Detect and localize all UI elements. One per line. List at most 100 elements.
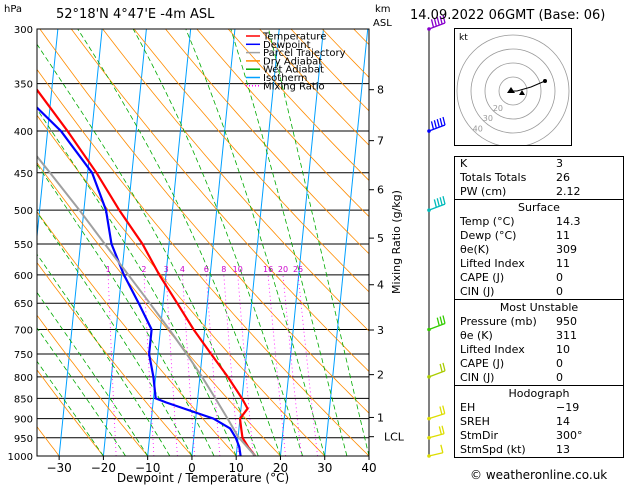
km-tick-label: 3 (377, 324, 384, 337)
tt-row: Totals Totals 26 (455, 171, 623, 185)
km-tick-label: 5 (377, 232, 384, 245)
wind-barb-flag (439, 316, 443, 325)
wind-barb-flag (436, 317, 440, 326)
mixing-ratio-label: 4 (180, 265, 185, 274)
series-line-parcel-trajectory (37, 154, 256, 456)
km-tick-label: 1 (377, 411, 384, 424)
legend-entry-label: Mixing Ratio (263, 81, 325, 92)
surface-row: CIN (J) 0 (455, 285, 623, 299)
wind-barb (427, 196, 446, 212)
dry-adiabat-line (70, 29, 369, 373)
most-unstable-row-label: CAPE (J) (460, 357, 505, 370)
k-label: K (460, 157, 468, 170)
pressure-tick-label: 800 (14, 373, 33, 384)
hodograph: kt 20 30 40 (454, 28, 572, 148)
surface-section: Surface Temp (°C) 14.3 Dewp (°C) 11 θe(K) 309… (454, 199, 624, 300)
hodograph-table-row-value: 300° (556, 429, 583, 442)
x-tick-label: 10 (229, 461, 244, 475)
chart-profiles (37, 88, 257, 456)
credit-text: © weatheronline.co.uk (470, 468, 608, 482)
k-value: 3 (556, 157, 563, 170)
wind-barb-flag (439, 117, 443, 127)
pw-value: 2.12 (556, 185, 581, 198)
hodograph-table-section: Hodograph EH −19 SREH 14 StmDir 300° StmSpd (k… (454, 386, 624, 457)
hodograph-table-row: StmDir 300° (455, 429, 623, 443)
surface-row: Temp (°C) 14.3 (455, 215, 623, 229)
surface-row: CAPE (J) 0 (455, 271, 623, 285)
x-axis-label: Dewpoint / Temperature (°C) (117, 471, 289, 485)
x-tick-label: 40 (361, 461, 376, 475)
surface-title: Surface (518, 201, 560, 214)
mixing-ratio-label: 3 (164, 265, 169, 274)
isotherm-line (102, 29, 147, 456)
wind-barb (427, 362, 446, 379)
legend-entry-label: Wet Adiabat (263, 65, 324, 76)
km-tick-label: 8 (377, 84, 384, 97)
most-unstable-row-value: 0 (556, 357, 563, 370)
wet-adiabat-line (37, 211, 193, 456)
most-unstable-row: CIN (J) 0 (455, 371, 623, 385)
mixing-ratio-label: 6 (204, 265, 209, 274)
most-unstable-row-label: Lifted Index (460, 343, 525, 356)
most-unstable-row-label: θe (K) (460, 329, 493, 342)
wet-adiabat-line (77, 29, 281, 456)
surface-row-value: 0 (556, 271, 563, 284)
wind-barb-flag (433, 199, 437, 208)
dry-adiabat-line (39, 29, 369, 414)
storm-motion-marker (507, 87, 515, 93)
wet-adiabat-line (185, 29, 326, 456)
most-unstable-row: CAPE (J) 0 (455, 357, 623, 371)
hodograph-table-row-label: EH (460, 401, 476, 414)
mixing-ratio-line (267, 274, 286, 456)
hodograph-table-title: Hodograph (508, 387, 570, 400)
wind-barb-flag (430, 19, 435, 28)
hodograph-table-row-value: 13 (556, 443, 570, 456)
pressure-tick-label: 400 (14, 127, 33, 138)
surface-row-value: 309 (556, 243, 577, 256)
isotherm-line (324, 29, 369, 456)
wind-barb-base (427, 375, 431, 379)
mixing-ratio-line (223, 274, 239, 456)
isotherm-line (191, 29, 236, 456)
series-line-temperature (37, 88, 257, 456)
hpa-label: hPa (4, 4, 22, 15)
most-unstable-row-value: 10 (556, 343, 570, 356)
wind-barb-flag (440, 444, 444, 453)
wet-adiabat-line (132, 29, 303, 456)
tt-label: Totals Totals (460, 171, 527, 184)
km-tick-label: 6 (377, 184, 384, 197)
wind-barb-flag (436, 119, 440, 128)
most-unstable-row: θe (K) 311 (455, 329, 623, 343)
legend-entry-label: Temperature (262, 32, 326, 43)
surface-row-label: Temp (°C) (460, 215, 515, 228)
mixing-ratio-label: 1 (106, 265, 111, 274)
mixing-ratio-line (182, 274, 196, 456)
dry-adiabat-line (37, 114, 325, 456)
mean-wind-marker (519, 90, 525, 95)
most-unstable-section: Most Unstable Pressure (mb) 950 θe (K) 311 L… (454, 300, 624, 386)
hodograph-table-row-label: StmDir (460, 429, 499, 442)
wind-barb-flag (439, 15, 443, 25)
dry-adiabat-line (37, 68, 369, 456)
dry-adiabat-line (102, 29, 369, 332)
wind-barb-flag (430, 121, 435, 130)
surface-row-label: CIN (J) (460, 285, 495, 298)
hodograph-ring (498, 76, 528, 106)
chart-title: 52°18'N 4°47'E -4m ASL (56, 7, 215, 22)
hodograph-table-row: EH −19 (455, 401, 623, 415)
most-unstable-row-label: CIN (J) (460, 371, 495, 384)
datetime-label: 14.09.2022 06GMT (Base: 06) (410, 8, 606, 23)
pressure-tick-label: 850 (14, 394, 33, 405)
mixing-ratio-line (143, 274, 155, 456)
pressure-tick-label: 900 (14, 415, 33, 426)
wind-barb-flag (433, 18, 437, 27)
wind-barb-flag (439, 363, 443, 373)
surface-row-label: θe(K) (460, 243, 490, 256)
surface-row-label: CAPE (J) (460, 271, 505, 284)
wet-adiabat-line (37, 43, 259, 456)
hodograph-table-row-label: SREH (460, 415, 490, 428)
hodograph-table-row-label: StmSpd (kt) (460, 443, 526, 456)
mixing-ratio-line (165, 274, 178, 456)
